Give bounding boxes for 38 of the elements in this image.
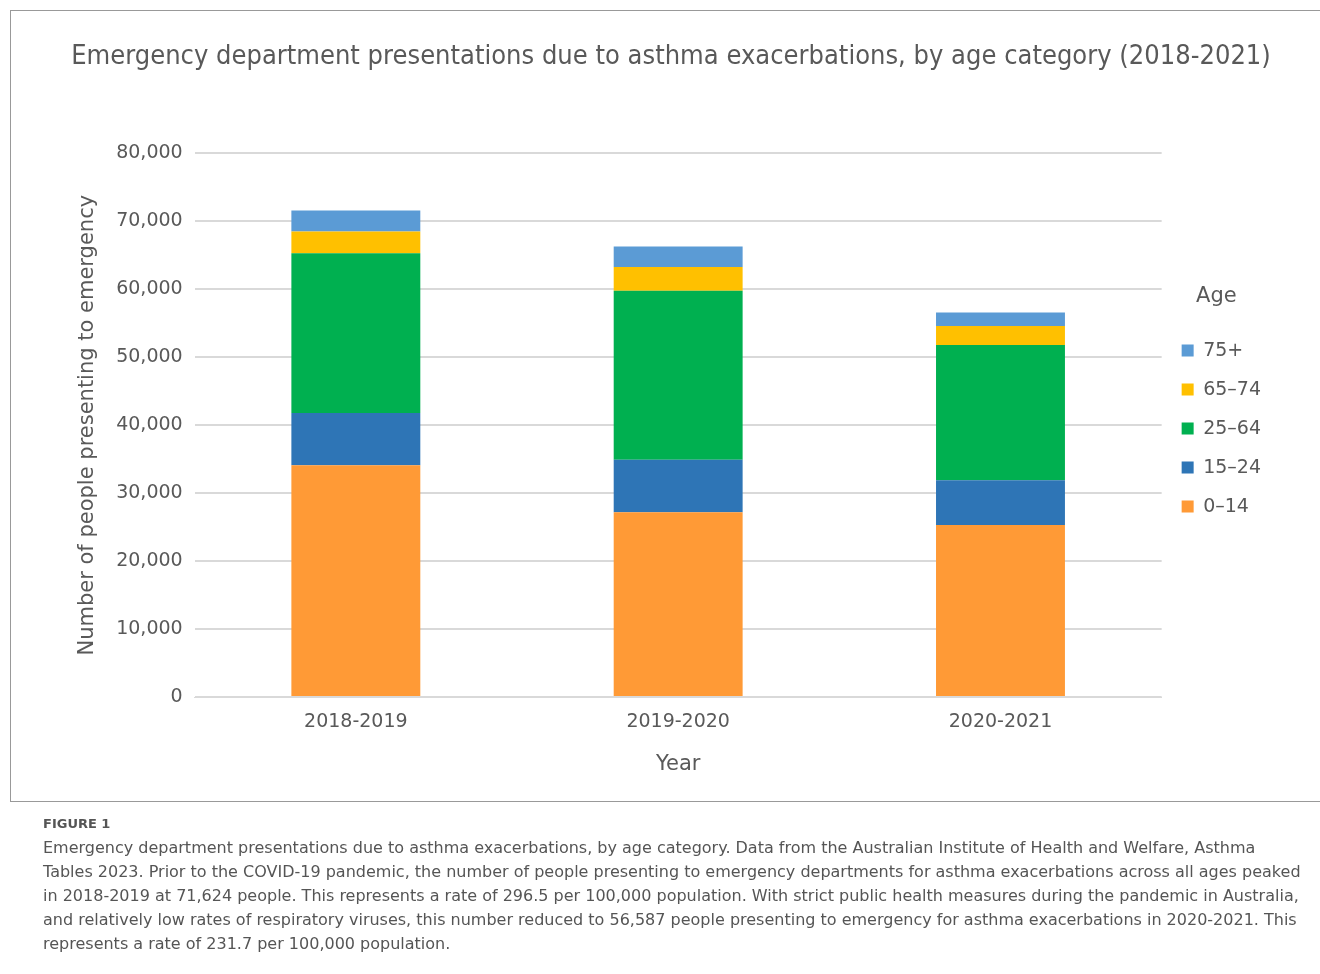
y-tick-label: 60,000 (116, 276, 183, 299)
y-tick-label: 80,000 (116, 140, 183, 163)
bar (613, 290, 743, 460)
y-tick-label: 10,000 (116, 615, 183, 638)
bar (936, 312, 1065, 326)
caption: FIGURE 1 (43, 815, 112, 833)
bar (291, 231, 421, 254)
x-tick-label: 2018-2019 (304, 709, 408, 732)
bar (613, 512, 743, 696)
bar (613, 246, 743, 267)
y-tick-label: 0 (170, 683, 183, 706)
x-axis-title: Year (654, 750, 701, 775)
y-tick-label: 70,000 (116, 208, 183, 231)
bar (936, 325, 1065, 346)
y-tick-label: 40,000 (116, 412, 183, 435)
legend-title: Age (1196, 282, 1237, 307)
y-tick-label: 20,000 (116, 548, 183, 571)
bar (613, 266, 743, 291)
bar (291, 253, 421, 413)
legend-label: 0–14 (1203, 493, 1249, 516)
x-tick-label: 2019-2020 (626, 709, 730, 732)
bar (613, 459, 743, 513)
legend-label: 15–24 (1203, 454, 1262, 477)
bar (291, 210, 421, 232)
bar (291, 465, 421, 696)
x-tick-label: 2020-2021 (948, 709, 1053, 732)
legend-label: 75+ (1203, 337, 1244, 360)
y-axis-title: Number of people presenting to emergency (74, 194, 99, 656)
chart-title: Emergency department presentations due to asthma exacerbations, by age category (2018-2021) (71, 39, 1271, 71)
text: Emergency department presentations due to asthma exacerbations, by age category. Data from the Australian Institute of Health and Welfare, Asthma Tables 2023. Prior to the COVID-19 pandemic, the number of people presenting to emergency departments for asthma exacerbations across all ages peaked in 2018-2019 at 71,624 people. This represents a rate of 296.5 per 100,000 population. With strict public health measures during the pandemic in Australia, and relatively low rates of respiratory viruses, this number reduced to 56,587 people presenting to emergency for asthma exacerbations in 2020-2021. This represents a rate of 231.7 per 100,000 population. (43, 837, 1302, 955)
y-tick-label: 30,000 (116, 480, 183, 503)
bar (936, 345, 1065, 481)
bar (291, 412, 421, 466)
legend-label: 65–74 (1203, 376, 1262, 399)
legend-label: 25–64 (1203, 415, 1262, 438)
bar (936, 525, 1065, 696)
bar (936, 480, 1065, 526)
y-tick-label: 50,000 (116, 344, 183, 367)
